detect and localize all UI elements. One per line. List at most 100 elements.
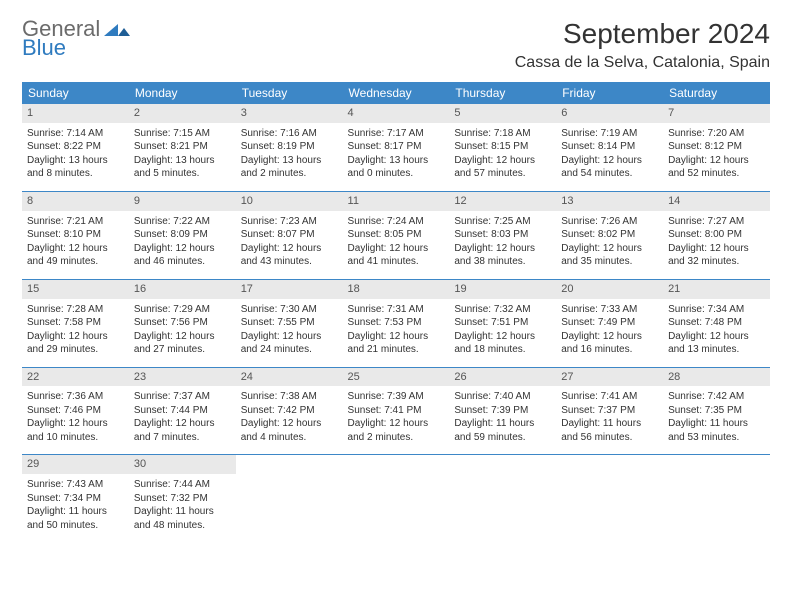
weekday-header: Wednesday [343,82,450,104]
sunset-line: Sunset: 8:07 PM [241,228,338,242]
sunset-line: Sunset: 7:46 PM [27,404,124,418]
sunrise-line: Sunrise: 7:16 AM [241,127,338,141]
daylight-line: Daylight: 12 hours and 4 minutes. [241,417,338,444]
calendar-day-cell: 15 Sunrise: 7:28 AMSunset: 7:58 PMDayligh… [22,279,129,367]
sunset-line: Sunset: 7:37 PM [561,404,658,418]
sunrise-line: Sunrise: 7:24 AM [348,215,445,229]
sunrise-line: Sunrise: 7:38 AM [241,390,338,404]
calendar-week-row: 29 Sunrise: 7:43 AMSunset: 7:34 PMDayligh… [22,455,770,542]
calendar-day-cell: 18Sunrise: 7:31 AMSunset: 7:53 PMDayligh… [343,279,450,367]
calendar-week-row: 1Sunrise: 7:14 AMSunset: 8:22 PMDaylight… [22,104,770,191]
daylight-line: Daylight: 12 hours and 49 minutes. [27,242,124,269]
sunrise-line: Sunrise: 7:43 AM [27,478,124,492]
calendar-day-cell: 23Sunrise: 7:37 AMSunset: 7:44 PMDayligh… [129,367,236,455]
sunrise-line: Sunrise: 7:28 AM [27,303,124,317]
calendar-day-cell [449,455,556,542]
daylight-line: Daylight: 13 hours and 5 minutes. [134,154,231,181]
logo-mark-icon [104,18,130,41]
day-number: 16 [129,280,236,299]
sunset-line: Sunset: 8:02 PM [561,228,658,242]
daylight-line: Daylight: 11 hours and 53 minutes. [668,417,765,444]
day-number: 19 [449,280,556,299]
sunset-line: Sunset: 7:32 PM [134,492,231,506]
daylight-line: Daylight: 12 hours and 32 minutes. [668,242,765,269]
day-number: 21 [663,280,770,299]
sunset-line: Sunset: 7:58 PM [27,316,124,330]
day-number: 4 [343,104,450,123]
sunset-line: Sunset: 8:17 PM [348,140,445,154]
sunset-line: Sunset: 8:05 PM [348,228,445,242]
calendar-week-row: 8Sunrise: 7:21 AMSunset: 8:10 PMDaylight… [22,191,770,279]
sunrise-line: Sunrise: 7:40 AM [454,390,551,404]
sunset-line: Sunset: 7:51 PM [454,316,551,330]
sunset-line: Sunset: 7:55 PM [241,316,338,330]
sunrise-line: Sunrise: 7:42 AM [668,390,765,404]
calendar-page: General Blue September 2024 Cassa de la … [0,0,792,560]
sunset-line: Sunset: 7:44 PM [134,404,231,418]
sunrise-line: Sunrise: 7:26 AM [561,215,658,229]
day-number: 28 [663,368,770,387]
calendar-day-cell: 12Sunrise: 7:25 AMSunset: 8:03 PMDayligh… [449,191,556,279]
sunset-line: Sunset: 7:41 PM [348,404,445,418]
day-number: 7 [663,104,770,123]
day-number: 20 [556,280,663,299]
sunrise-line: Sunrise: 7:39 AM [348,390,445,404]
calendar-day-cell: 22Sunrise: 7:36 AMSunset: 7:46 PMDayligh… [22,367,129,455]
calendar-day-cell: 1Sunrise: 7:14 AMSunset: 8:22 PMDaylight… [22,104,129,191]
calendar-day-cell [343,455,450,542]
calendar-day-cell: 20Sunrise: 7:33 AMSunset: 7:49 PMDayligh… [556,279,663,367]
daylight-line: Daylight: 12 hours and 46 minutes. [134,242,231,269]
calendar-week-row: 15Sunrise: 7:28 AMSunset: 7:58 PMDayligh… [22,279,770,367]
day-number: 9 [129,192,236,211]
weekday-header: Tuesday [236,82,343,104]
calendar-day-cell: 4Sunrise: 7:17 AMSunset: 8:17 PMDaylight… [343,104,450,191]
sunset-line: Sunset: 7:39 PM [454,404,551,418]
sunset-line: Sunset: 8:00 PM [668,228,765,242]
day-number: 18 [343,280,450,299]
daylight-line: Daylight: 12 hours and 21 minutes. [348,330,445,357]
day-number: 3 [236,104,343,123]
day-number: 17 [236,280,343,299]
calendar-day-cell: 7Sunrise: 7:20 AMSunset: 8:12 PMDaylight… [663,104,770,191]
sunrise-line: Sunrise: 7:21 AM [27,215,124,229]
daylight-line: Daylight: 12 hours and 7 minutes. [134,417,231,444]
calendar-day-cell: 17 Sunrise: 7:30 AMSunset: 7:55 PMDayligh… [236,279,343,367]
sunset-line: Sunset: 7:48 PM [668,316,765,330]
sunset-line: Sunset: 7:49 PM [561,316,658,330]
sunset-line: Sunset: 8:19 PM [241,140,338,154]
day-number: 15 [22,280,129,299]
daylight-line: Daylight: 11 hours and 56 minutes. [561,417,658,444]
day-number: 27 [556,368,663,387]
daylight-line: Daylight: 12 hours and 24 minutes. [241,330,338,357]
sunrise-line: Sunrise: 7:19 AM [561,127,658,141]
sunrise-line: Sunrise: 7:41 AM [561,390,658,404]
daylight-line: Daylight: 13 hours and 8 minutes. [27,154,124,181]
calendar-day-cell: 3 Sunrise: 7:16 AMSunset: 8:19 PMDaylight… [236,104,343,191]
day-number: 12 [449,192,556,211]
daylight-line: Daylight: 11 hours and 50 minutes. [27,505,124,532]
sunrise-line: Sunrise: 7:44 AM [134,478,231,492]
day-number: 26 [449,368,556,387]
day-number: 2 [129,104,236,123]
day-number: 24 [236,368,343,387]
sunset-line: Sunset: 8:12 PM [668,140,765,154]
sunset-line: Sunset: 8:10 PM [27,228,124,242]
sunset-line: Sunset: 8:15 PM [454,140,551,154]
day-number: 6 [556,104,663,123]
daylight-line: Daylight: 12 hours and 43 minutes. [241,242,338,269]
title-block: September 2024 Cassa de la Selva, Catalo… [515,18,770,72]
daylight-line: Daylight: 13 hours and 2 minutes. [241,154,338,181]
day-number: 14 [663,192,770,211]
day-number: 10 [236,192,343,211]
daylight-line: Daylight: 12 hours and 38 minutes. [454,242,551,269]
day-number: 29 [22,455,129,474]
weekday-header: Saturday [663,82,770,104]
sunrise-line: Sunrise: 7:30 AM [241,303,338,317]
brand-logo: General Blue [22,18,130,59]
daylight-line: Daylight: 12 hours and 29 minutes. [27,330,124,357]
sunset-line: Sunset: 7:34 PM [27,492,124,506]
calendar-day-cell: 28Sunrise: 7:42 AMSunset: 7:35 PMDayligh… [663,367,770,455]
sunrise-line: Sunrise: 7:18 AM [454,127,551,141]
daylight-line: Daylight: 12 hours and 35 minutes. [561,242,658,269]
weekday-header: Thursday [449,82,556,104]
